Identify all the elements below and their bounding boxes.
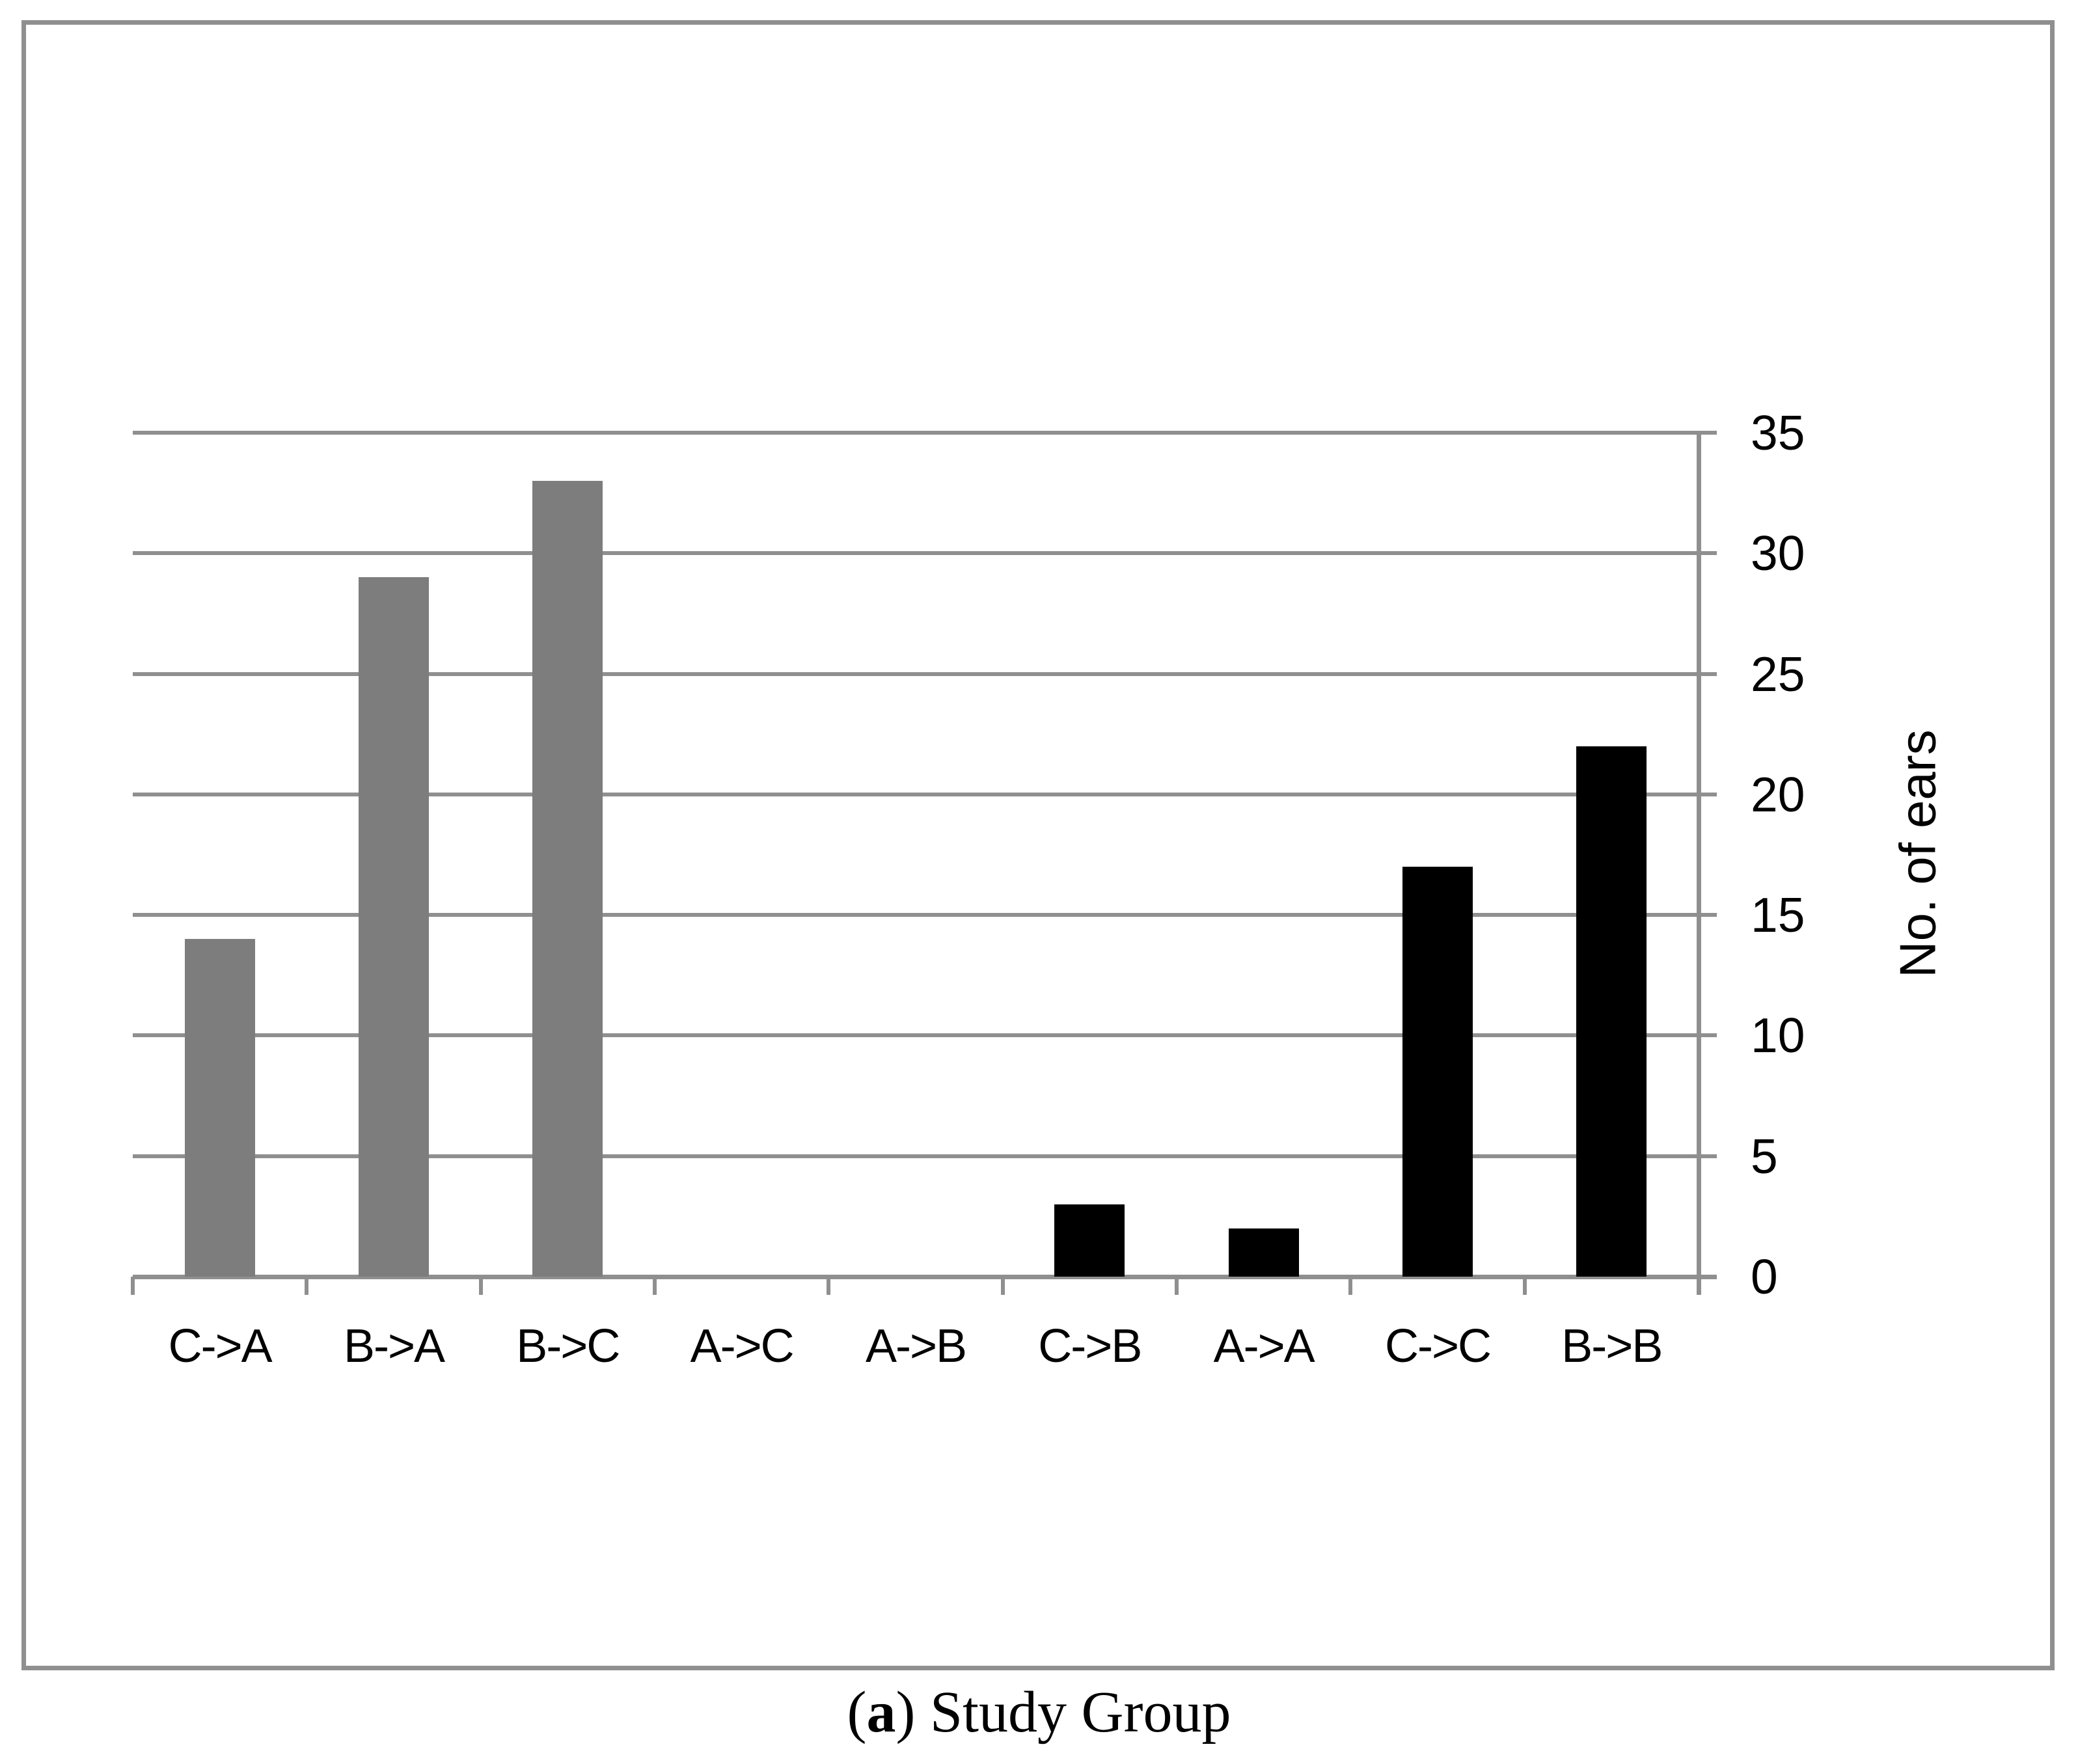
y-tick-label: 5 <box>1751 1128 1778 1184</box>
y-tick-label: 30 <box>1751 526 1805 581</box>
x-tick <box>478 1277 483 1295</box>
y-tick-label: 15 <box>1751 888 1805 943</box>
x-tick <box>1522 1277 1527 1295</box>
x-tick-label: C->A <box>168 1320 273 1372</box>
y-tick-label: 0 <box>1751 1249 1778 1304</box>
x-tick-label: B->C <box>516 1320 620 1372</box>
bar <box>532 481 603 1277</box>
x-tick <box>1000 1277 1005 1295</box>
x-axis-line <box>133 1275 1717 1279</box>
x-tick-label: A->B <box>865 1320 967 1372</box>
gridline <box>133 913 1717 917</box>
x-tick <box>305 1277 309 1295</box>
gridline <box>133 1154 1717 1158</box>
x-tick <box>131 1277 135 1295</box>
x-tick-label: A->A <box>1213 1320 1315 1372</box>
bar <box>1576 746 1647 1277</box>
x-tick-label: C->C <box>1384 1320 1492 1372</box>
gridline <box>133 792 1717 796</box>
y-tick-label: 10 <box>1751 1008 1805 1063</box>
chart-frame <box>21 20 2055 1670</box>
bar <box>1402 867 1473 1277</box>
bar <box>359 577 429 1277</box>
x-tick <box>1175 1277 1179 1295</box>
y-tick-label: 35 <box>1751 405 1805 460</box>
y-axis-title: No. of ears <box>1889 729 1947 978</box>
bar <box>1228 1228 1299 1277</box>
bar <box>1054 1204 1125 1277</box>
caption-text: Study Group <box>915 1680 1231 1744</box>
gridline <box>133 431 1717 435</box>
x-tick-label: B->B <box>1561 1320 1663 1372</box>
gridline <box>133 672 1717 676</box>
x-tick <box>827 1277 831 1295</box>
x-tick <box>1697 1277 1701 1295</box>
x-tick-label: C->B <box>1038 1320 1142 1372</box>
x-tick <box>1348 1277 1353 1295</box>
y-tick-label: 20 <box>1751 767 1805 822</box>
x-tick <box>653 1277 657 1295</box>
x-tick-label: A->C <box>690 1320 795 1372</box>
gridline <box>133 1033 1717 1038</box>
caption-label: (a) <box>847 1680 916 1744</box>
x-tick-label: B->A <box>343 1320 445 1372</box>
y-tick-label: 25 <box>1751 646 1805 701</box>
gridline <box>133 551 1717 556</box>
figure-caption: (a) Study Group <box>0 1679 2078 1746</box>
bar <box>184 939 255 1277</box>
y-axis-line <box>1697 431 1701 1295</box>
